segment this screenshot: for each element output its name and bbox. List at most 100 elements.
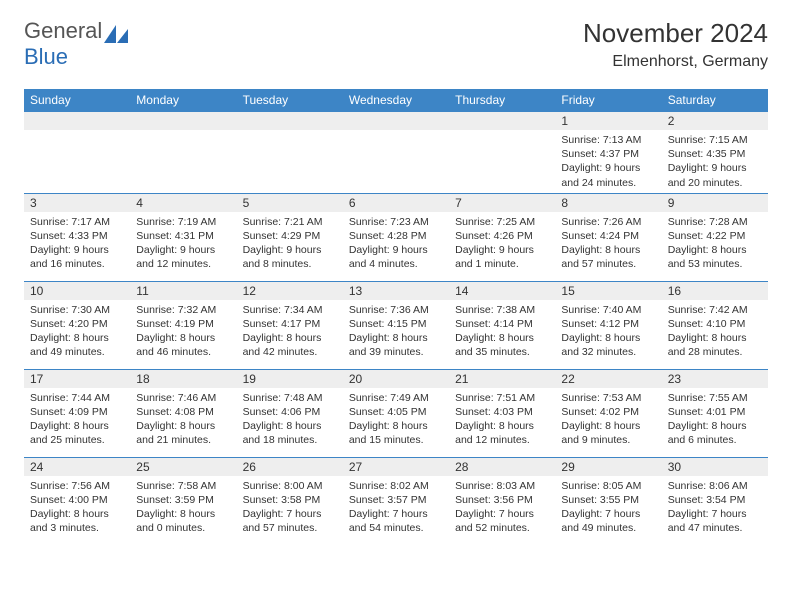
- day-details: Sunrise: 8:06 AMSunset: 3:54 PMDaylight:…: [662, 476, 768, 539]
- daylight-text: Daylight: 7 hours and 49 minutes.: [561, 507, 655, 535]
- calendar-cell: [130, 112, 236, 194]
- daylight-text: Daylight: 9 hours and 1 minute.: [455, 243, 549, 271]
- sunrise-text: Sunrise: 8:06 AM: [668, 479, 762, 493]
- calendar-cell: 2Sunrise: 7:15 AMSunset: 4:35 PMDaylight…: [662, 112, 768, 194]
- calendar-cell: 19Sunrise: 7:48 AMSunset: 4:06 PMDayligh…: [237, 369, 343, 457]
- calendar-cell: 21Sunrise: 7:51 AMSunset: 4:03 PMDayligh…: [449, 369, 555, 457]
- day-details: Sunrise: 7:21 AMSunset: 4:29 PMDaylight:…: [237, 212, 343, 275]
- day-number: 30: [662, 458, 768, 476]
- calendar-cell: 20Sunrise: 7:49 AMSunset: 4:05 PMDayligh…: [343, 369, 449, 457]
- sunrise-text: Sunrise: 7:46 AM: [136, 391, 230, 405]
- sunset-text: Sunset: 4:08 PM: [136, 405, 230, 419]
- sunset-text: Sunset: 4:05 PM: [349, 405, 443, 419]
- sunrise-text: Sunrise: 7:26 AM: [561, 215, 655, 229]
- day-number: 4: [130, 194, 236, 212]
- daylight-text: Daylight: 8 hours and 35 minutes.: [455, 331, 549, 359]
- calendar-cell: 16Sunrise: 7:42 AMSunset: 4:10 PMDayligh…: [662, 281, 768, 369]
- sunrise-text: Sunrise: 8:05 AM: [561, 479, 655, 493]
- sunset-text: Sunset: 4:24 PM: [561, 229, 655, 243]
- calendar-cell: 25Sunrise: 7:58 AMSunset: 3:59 PMDayligh…: [130, 457, 236, 545]
- day-details: Sunrise: 7:32 AMSunset: 4:19 PMDaylight:…: [130, 300, 236, 363]
- logo-text-general: General: [24, 18, 102, 43]
- sunrise-text: Sunrise: 7:36 AM: [349, 303, 443, 317]
- sunset-text: Sunset: 4:00 PM: [30, 493, 124, 507]
- daylight-text: Daylight: 8 hours and 12 minutes.: [455, 419, 549, 447]
- calendar-week: 10Sunrise: 7:30 AMSunset: 4:20 PMDayligh…: [24, 281, 768, 369]
- calendar-week: 17Sunrise: 7:44 AMSunset: 4:09 PMDayligh…: [24, 369, 768, 457]
- day-number: 25: [130, 458, 236, 476]
- daylight-text: Daylight: 8 hours and 46 minutes.: [136, 331, 230, 359]
- calendar-body: 1Sunrise: 7:13 AMSunset: 4:37 PMDaylight…: [24, 112, 768, 546]
- daylight-text: Daylight: 7 hours and 52 minutes.: [455, 507, 549, 535]
- day-number: 11: [130, 282, 236, 300]
- sunrise-text: Sunrise: 7:40 AM: [561, 303, 655, 317]
- weekday-header: Thursday: [449, 89, 555, 112]
- sunset-text: Sunset: 4:20 PM: [30, 317, 124, 331]
- calendar-cell: [24, 112, 130, 194]
- day-details: Sunrise: 7:25 AMSunset: 4:26 PMDaylight:…: [449, 212, 555, 275]
- day-details: Sunrise: 7:40 AMSunset: 4:12 PMDaylight:…: [555, 300, 661, 363]
- day-details: Sunrise: 7:42 AMSunset: 4:10 PMDaylight:…: [662, 300, 768, 363]
- day-details: Sunrise: 7:58 AMSunset: 3:59 PMDaylight:…: [130, 476, 236, 539]
- daylight-text: Daylight: 8 hours and 25 minutes.: [30, 419, 124, 447]
- day-details: Sunrise: 7:46 AMSunset: 4:08 PMDaylight:…: [130, 388, 236, 451]
- sunrise-text: Sunrise: 7:42 AM: [668, 303, 762, 317]
- calendar-cell: 28Sunrise: 8:03 AMSunset: 3:56 PMDayligh…: [449, 457, 555, 545]
- day-details: Sunrise: 7:28 AMSunset: 4:22 PMDaylight:…: [662, 212, 768, 275]
- calendar-cell: 4Sunrise: 7:19 AMSunset: 4:31 PMDaylight…: [130, 193, 236, 281]
- sunset-text: Sunset: 4:14 PM: [455, 317, 549, 331]
- day-number: 14: [449, 282, 555, 300]
- calendar-cell: 22Sunrise: 7:53 AMSunset: 4:02 PMDayligh…: [555, 369, 661, 457]
- day-number: [343, 112, 449, 130]
- calendar-week: 24Sunrise: 7:56 AMSunset: 4:00 PMDayligh…: [24, 457, 768, 545]
- calendar-cell: 14Sunrise: 7:38 AMSunset: 4:14 PMDayligh…: [449, 281, 555, 369]
- daylight-text: Daylight: 8 hours and 6 minutes.: [668, 419, 762, 447]
- day-number: 20: [343, 370, 449, 388]
- calendar-table: SundayMondayTuesdayWednesdayThursdayFrid…: [24, 89, 768, 545]
- sunset-text: Sunset: 4:03 PM: [455, 405, 549, 419]
- day-number: [130, 112, 236, 130]
- sunrise-text: Sunrise: 7:32 AM: [136, 303, 230, 317]
- day-number: 15: [555, 282, 661, 300]
- logo: General Blue: [24, 18, 128, 70]
- sunrise-text: Sunrise: 7:17 AM: [30, 215, 124, 229]
- sunrise-text: Sunrise: 8:00 AM: [243, 479, 337, 493]
- sunset-text: Sunset: 3:56 PM: [455, 493, 549, 507]
- logo-text: General Blue: [24, 18, 128, 70]
- calendar-cell: 23Sunrise: 7:55 AMSunset: 4:01 PMDayligh…: [662, 369, 768, 457]
- day-details: Sunrise: 7:17 AMSunset: 4:33 PMDaylight:…: [24, 212, 130, 275]
- day-details: Sunrise: 7:19 AMSunset: 4:31 PMDaylight:…: [130, 212, 236, 275]
- sunrise-text: Sunrise: 7:51 AM: [455, 391, 549, 405]
- daylight-text: Daylight: 9 hours and 8 minutes.: [243, 243, 337, 271]
- sunset-text: Sunset: 4:09 PM: [30, 405, 124, 419]
- day-details: Sunrise: 7:53 AMSunset: 4:02 PMDaylight:…: [555, 388, 661, 451]
- calendar-cell: 12Sunrise: 7:34 AMSunset: 4:17 PMDayligh…: [237, 281, 343, 369]
- header: General Blue November 2024 Elmenhorst, G…: [0, 0, 792, 79]
- daylight-text: Daylight: 7 hours and 57 minutes.: [243, 507, 337, 535]
- sunrise-text: Sunrise: 7:48 AM: [243, 391, 337, 405]
- day-number: 5: [237, 194, 343, 212]
- sunrise-text: Sunrise: 7:19 AM: [136, 215, 230, 229]
- weekday-header: Friday: [555, 89, 661, 112]
- calendar-cell: 8Sunrise: 7:26 AMSunset: 4:24 PMDaylight…: [555, 193, 661, 281]
- daylight-text: Daylight: 8 hours and 9 minutes.: [561, 419, 655, 447]
- day-details: Sunrise: 7:30 AMSunset: 4:20 PMDaylight:…: [24, 300, 130, 363]
- calendar-cell: 29Sunrise: 8:05 AMSunset: 3:55 PMDayligh…: [555, 457, 661, 545]
- daylight-text: Daylight: 8 hours and 21 minutes.: [136, 419, 230, 447]
- weekday-header: Wednesday: [343, 89, 449, 112]
- sunset-text: Sunset: 4:33 PM: [30, 229, 124, 243]
- day-details: Sunrise: 7:56 AMSunset: 4:00 PMDaylight:…: [24, 476, 130, 539]
- daylight-text: Daylight: 8 hours and 42 minutes.: [243, 331, 337, 359]
- sunrise-text: Sunrise: 7:58 AM: [136, 479, 230, 493]
- calendar-cell: 11Sunrise: 7:32 AMSunset: 4:19 PMDayligh…: [130, 281, 236, 369]
- day-details: Sunrise: 8:03 AMSunset: 3:56 PMDaylight:…: [449, 476, 555, 539]
- day-details: Sunrise: 7:13 AMSunset: 4:37 PMDaylight:…: [555, 130, 661, 193]
- day-number: 1: [555, 112, 661, 130]
- day-details: Sunrise: 7:23 AMSunset: 4:28 PMDaylight:…: [343, 212, 449, 275]
- calendar-cell: 18Sunrise: 7:46 AMSunset: 4:08 PMDayligh…: [130, 369, 236, 457]
- day-number: [237, 112, 343, 130]
- day-number: 27: [343, 458, 449, 476]
- calendar-cell: 1Sunrise: 7:13 AMSunset: 4:37 PMDaylight…: [555, 112, 661, 194]
- location: Elmenhorst, Germany: [583, 53, 768, 71]
- calendar-cell: 10Sunrise: 7:30 AMSunset: 4:20 PMDayligh…: [24, 281, 130, 369]
